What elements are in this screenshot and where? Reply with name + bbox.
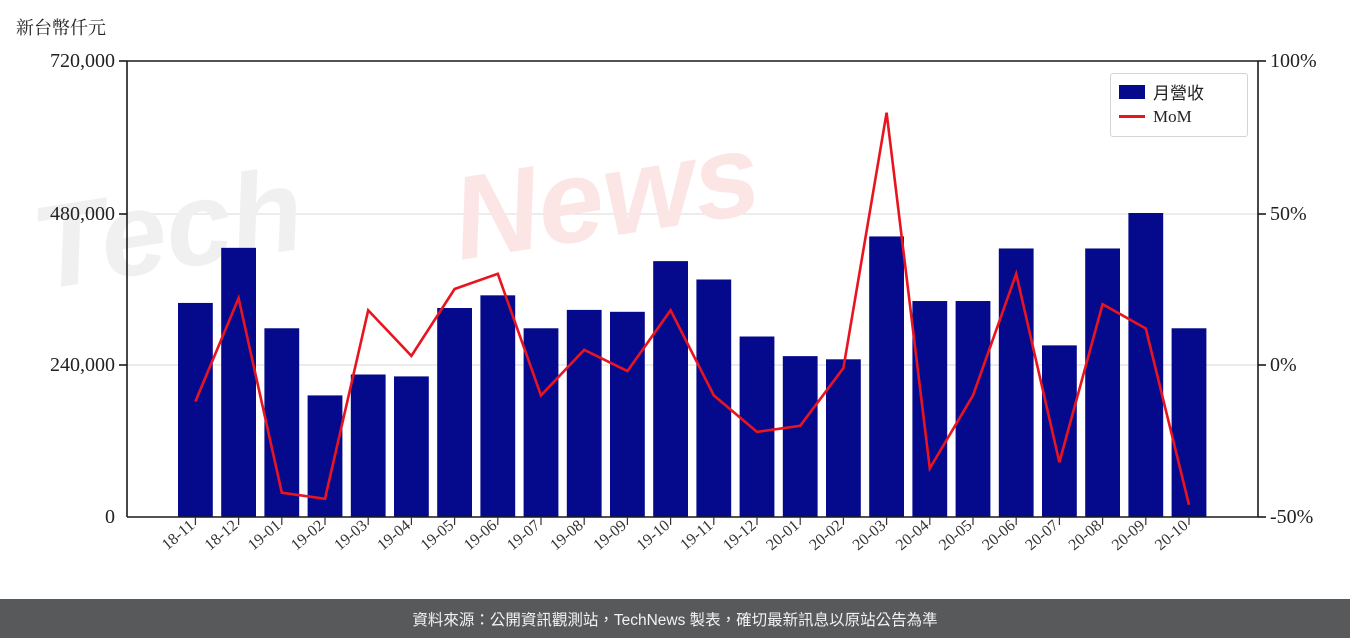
svg-text:0%: 0%	[1270, 354, 1297, 376]
svg-text:20-01: 20-01	[763, 517, 803, 554]
svg-text:20-02: 20-02	[806, 517, 846, 554]
svg-text:20-08: 20-08	[1066, 517, 1106, 554]
svg-text:18-11: 18-11	[159, 517, 198, 554]
svg-text:100%: 100%	[1270, 50, 1317, 72]
svg-text:20-03: 20-03	[850, 517, 890, 554]
svg-text:20-04: 20-04	[893, 517, 933, 554]
svg-text:19-07: 19-07	[504, 517, 544, 554]
svg-text:Tech: Tech	[23, 143, 311, 316]
svg-text:0: 0	[105, 506, 115, 528]
svg-text:720,000: 720,000	[50, 50, 115, 72]
svg-text:20-06: 20-06	[979, 517, 1019, 554]
svg-text:19-03: 19-03	[331, 517, 371, 554]
svg-text:240,000: 240,000	[50, 354, 115, 376]
svg-text:19-11: 19-11	[677, 517, 716, 554]
svg-text:News: News	[443, 107, 768, 286]
svg-text:19-04: 19-04	[374, 517, 414, 554]
svg-text:20-05: 20-05	[936, 517, 976, 554]
svg-text:19-02: 19-02	[288, 517, 328, 554]
svg-text:18-12: 18-12	[202, 517, 242, 554]
svg-text:20-10: 20-10	[1152, 517, 1192, 554]
svg-text:20-09: 20-09	[1109, 517, 1149, 554]
svg-text:19-10: 19-10	[634, 517, 674, 554]
svg-text:20-07: 20-07	[1022, 517, 1062, 554]
svg-text:19-01: 19-01	[245, 517, 285, 554]
svg-text:19-06: 19-06	[461, 517, 501, 554]
svg-text:480,000: 480,000	[50, 203, 115, 225]
svg-text:19-05: 19-05	[418, 517, 458, 554]
svg-text:19-12: 19-12	[720, 517, 760, 554]
svg-text:-50%: -50%	[1270, 506, 1313, 528]
svg-text:50%: 50%	[1270, 203, 1307, 225]
svg-text:19-08: 19-08	[547, 517, 587, 554]
svg-text:19-09: 19-09	[590, 517, 630, 554]
